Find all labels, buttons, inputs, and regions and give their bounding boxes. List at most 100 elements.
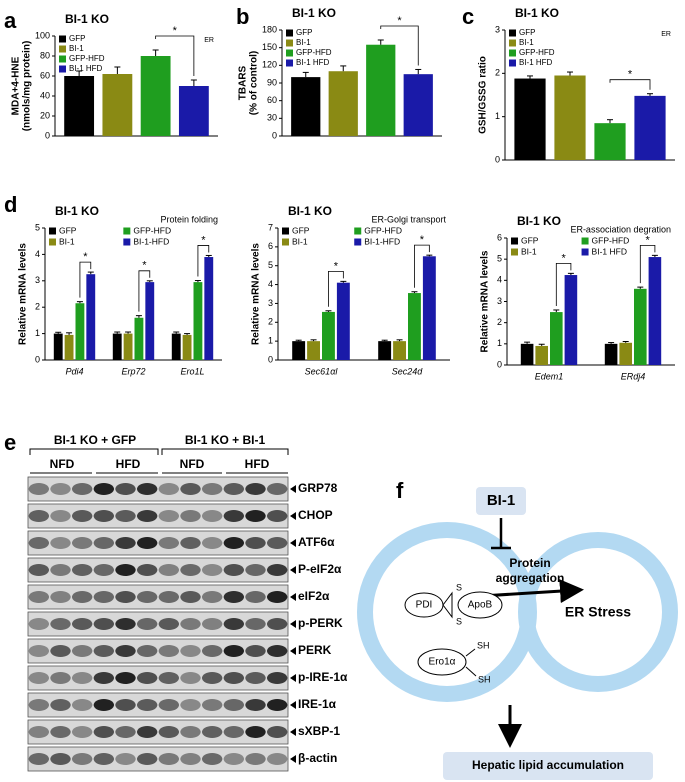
bar xyxy=(193,282,203,360)
blot-band xyxy=(115,483,136,495)
blot-band xyxy=(136,564,158,576)
blot-band xyxy=(180,753,201,765)
blot-band xyxy=(245,483,266,495)
significance: * xyxy=(173,25,178,37)
blot-band xyxy=(223,618,245,630)
blot-condition: NFD xyxy=(180,457,205,471)
inhibitor-box xyxy=(476,487,526,515)
sulfur: S xyxy=(456,582,462,592)
y-tick-label: 3 xyxy=(497,296,502,306)
disulfide-bond xyxy=(442,591,453,619)
blot-band xyxy=(115,591,136,603)
legend-swatch xyxy=(509,39,516,47)
blot-band xyxy=(50,537,71,549)
significance: * xyxy=(142,260,147,272)
blot-strip xyxy=(27,503,289,529)
band-arrow xyxy=(290,728,296,736)
legend-label: GFP-HFD xyxy=(519,48,555,57)
chart-title: BI-1 KO xyxy=(292,6,336,20)
blot-band xyxy=(180,591,201,603)
bar xyxy=(307,341,320,360)
band-arrow xyxy=(290,593,296,601)
blot-band xyxy=(115,537,136,549)
legend-swatch xyxy=(286,39,293,47)
bar xyxy=(123,333,133,360)
legend-label: GFP-HFD xyxy=(364,225,402,235)
blot-band xyxy=(266,483,288,495)
chart-note: Protein folding xyxy=(160,214,218,224)
blot-band xyxy=(180,672,201,684)
legend-swatch xyxy=(49,238,56,246)
blot-band xyxy=(158,483,180,495)
y-tick-label: 3 xyxy=(495,24,500,34)
y-tick-label: 2 xyxy=(268,317,273,327)
bar xyxy=(64,76,95,136)
legend-swatch xyxy=(509,29,516,37)
bar xyxy=(75,303,85,360)
y-tick-label: 7 xyxy=(268,222,273,232)
bar xyxy=(134,317,144,360)
significance: * xyxy=(561,252,566,264)
er-stress: ER Stress xyxy=(565,604,631,620)
blot-band xyxy=(28,618,50,630)
legend-label: BI-1 HFD xyxy=(296,58,330,67)
y-tick-label: 2 xyxy=(497,317,502,327)
legend-swatch xyxy=(581,237,589,245)
legend-label: BI-1 xyxy=(296,38,311,47)
x-tick-label: Ero1L xyxy=(180,366,204,376)
bar xyxy=(634,95,666,160)
legend-label: BI-1 xyxy=(59,236,75,246)
legend-swatch xyxy=(59,55,66,63)
thiol: SH xyxy=(477,640,490,650)
blot-band xyxy=(93,483,115,495)
blot-condition: NFD xyxy=(50,457,75,471)
blot-band xyxy=(136,645,158,657)
y-axis-label: Relative mRNA levels xyxy=(18,243,29,345)
protein-label: IRE-1α xyxy=(298,697,337,711)
blot-band xyxy=(136,618,158,630)
y-tick-label: 60 xyxy=(40,70,50,80)
blot-band xyxy=(223,726,245,738)
blot-band xyxy=(71,483,93,495)
y-tick-label: 1 xyxy=(35,328,40,338)
blot-band xyxy=(136,483,158,495)
thiol-bond xyxy=(465,666,477,677)
blot-band xyxy=(245,591,266,603)
inhibitor: BI-1 xyxy=(487,492,515,509)
blot-band xyxy=(71,591,93,603)
blot-strip xyxy=(27,476,289,502)
y-axis-label: TBARS xyxy=(238,65,249,100)
panel-label: e xyxy=(4,430,16,455)
blot-band xyxy=(201,564,223,576)
blot-band xyxy=(158,726,180,738)
significance-bracket xyxy=(155,35,195,76)
blot-band xyxy=(201,483,223,495)
blot-strip xyxy=(27,557,289,583)
blot-band xyxy=(50,753,71,765)
blot-band xyxy=(201,753,223,765)
panel-label: f xyxy=(396,478,404,503)
y-tick-label: 0 xyxy=(35,354,40,364)
blot-band xyxy=(136,510,158,522)
y-tick-label: 2 xyxy=(495,68,500,78)
cycle-right xyxy=(518,532,678,692)
legend-swatch xyxy=(509,59,516,67)
bar xyxy=(366,44,396,136)
thiol-bonds xyxy=(465,648,476,657)
chart-note: ER xyxy=(661,31,671,38)
blot-band xyxy=(93,564,115,576)
y-tick-label: 1 xyxy=(495,111,500,121)
y-tick-label: 5 xyxy=(35,222,40,232)
blot-band xyxy=(28,510,50,522)
blot-group: BI-1 KO + GFP xyxy=(54,433,136,447)
protein-label: GRP78 xyxy=(298,481,338,495)
chart-note: ER xyxy=(204,37,214,44)
bar xyxy=(204,257,214,360)
bar xyxy=(336,282,350,360)
blot-band xyxy=(71,537,93,549)
y-tick-label: 4 xyxy=(35,249,40,259)
blot-band xyxy=(115,618,136,630)
blot-band xyxy=(71,618,93,630)
legend-swatch xyxy=(286,59,293,67)
blot-band xyxy=(245,726,266,738)
